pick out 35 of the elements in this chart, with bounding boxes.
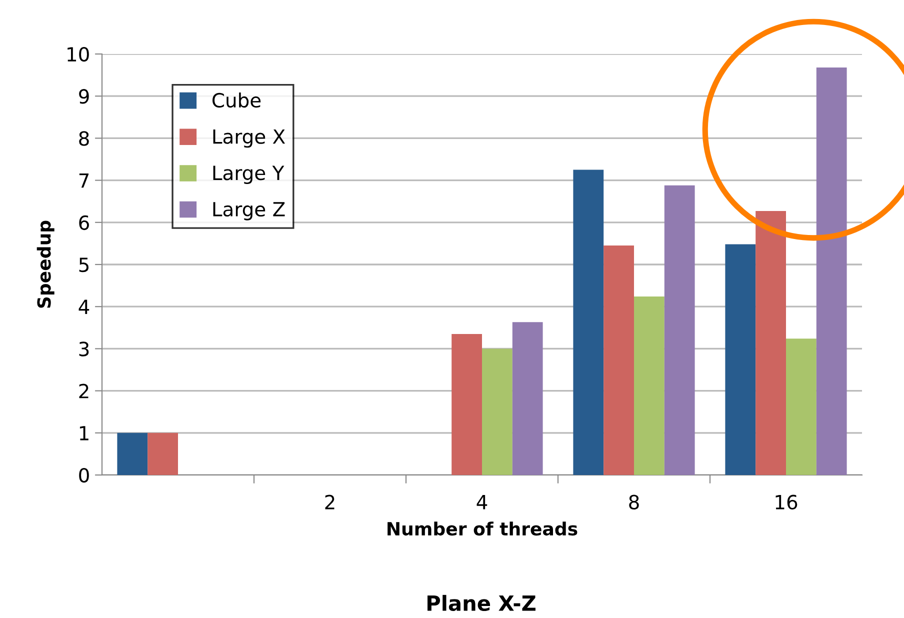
bar [725, 244, 756, 475]
y-tick-label: 10 [68, 46, 89, 62]
bar [452, 334, 482, 475]
bar [816, 67, 847, 475]
bar [573, 170, 604, 475]
bar [664, 185, 695, 475]
y-tick-label: 9 [79, 89, 89, 104]
x-tick-label: 16 [776, 494, 798, 510]
y-tick-label: 1 [80, 426, 88, 440]
legend-label: Large X [213, 129, 286, 148]
y-tick-label: 3 [79, 342, 89, 356]
bar [786, 338, 816, 475]
y-tick-label: 7 [79, 174, 89, 188]
bar [512, 322, 543, 475]
bar [756, 211, 786, 475]
y-tick-label: 2 [79, 384, 88, 398]
legend-label: Large Y [213, 166, 284, 184]
bar [482, 348, 512, 475]
bar [604, 246, 634, 475]
text: Plane X-Z [428, 594, 536, 612]
x-tick-label: 2 [325, 494, 334, 510]
bar [117, 432, 148, 475]
y-tick-label: 6 [79, 215, 89, 230]
y-axis-title: Speedup [36, 220, 54, 308]
bar [148, 432, 178, 475]
y-tick-label: 4 [78, 300, 90, 314]
bar [634, 296, 664, 475]
legend-label: Large Z [213, 202, 285, 220]
x-tick-label: 8 [629, 494, 639, 510]
x-axis-title: Number of threads [388, 522, 578, 536]
y-tick-label: 8 [79, 131, 89, 146]
y-tick-label: 5 [79, 258, 88, 272]
x-tick-label: 4 [476, 495, 488, 510]
legend-label: Cube [212, 92, 261, 108]
y-tick-label: 0 [79, 468, 89, 483]
